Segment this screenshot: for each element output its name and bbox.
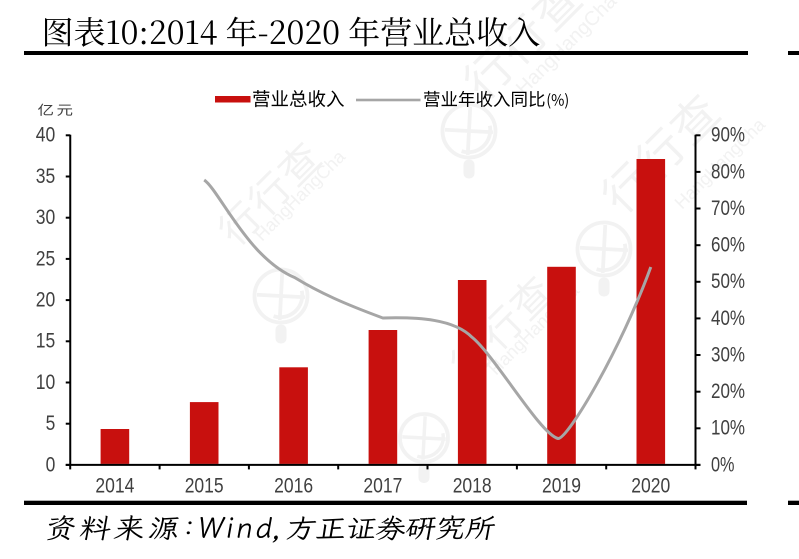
svg-text:90%: 90% [711,123,745,147]
svg-text:2018: 2018 [453,474,492,498]
svg-text:10: 10 [36,370,56,394]
svg-text:40: 40 [36,123,56,147]
svg-text:2014: 2014 [95,474,134,498]
svg-text:0: 0 [46,452,56,476]
svg-text:20: 20 [36,288,56,312]
svg-text:70%: 70% [711,196,745,220]
svg-text:2016: 2016 [274,474,313,498]
svg-text:50%: 50% [711,269,745,293]
svg-text:2015: 2015 [185,474,224,498]
svg-text:60%: 60% [711,233,745,257]
svg-text:15: 15 [36,329,56,353]
svg-text:40%: 40% [711,306,745,330]
svg-text:0%: 0% [711,452,735,476]
svg-text:25: 25 [36,246,56,270]
svg-text:30: 30 [36,205,56,229]
svg-text:35: 35 [36,164,56,188]
svg-text:10%: 10% [711,416,745,440]
svg-text:80%: 80% [711,159,745,183]
svg-text:5: 5 [46,411,56,435]
svg-text:30%: 30% [711,342,745,366]
svg-text:2019: 2019 [542,474,581,498]
svg-text:2017: 2017 [363,474,402,498]
svg-text:20%: 20% [711,379,745,403]
svg-text:2020: 2020 [631,474,670,498]
